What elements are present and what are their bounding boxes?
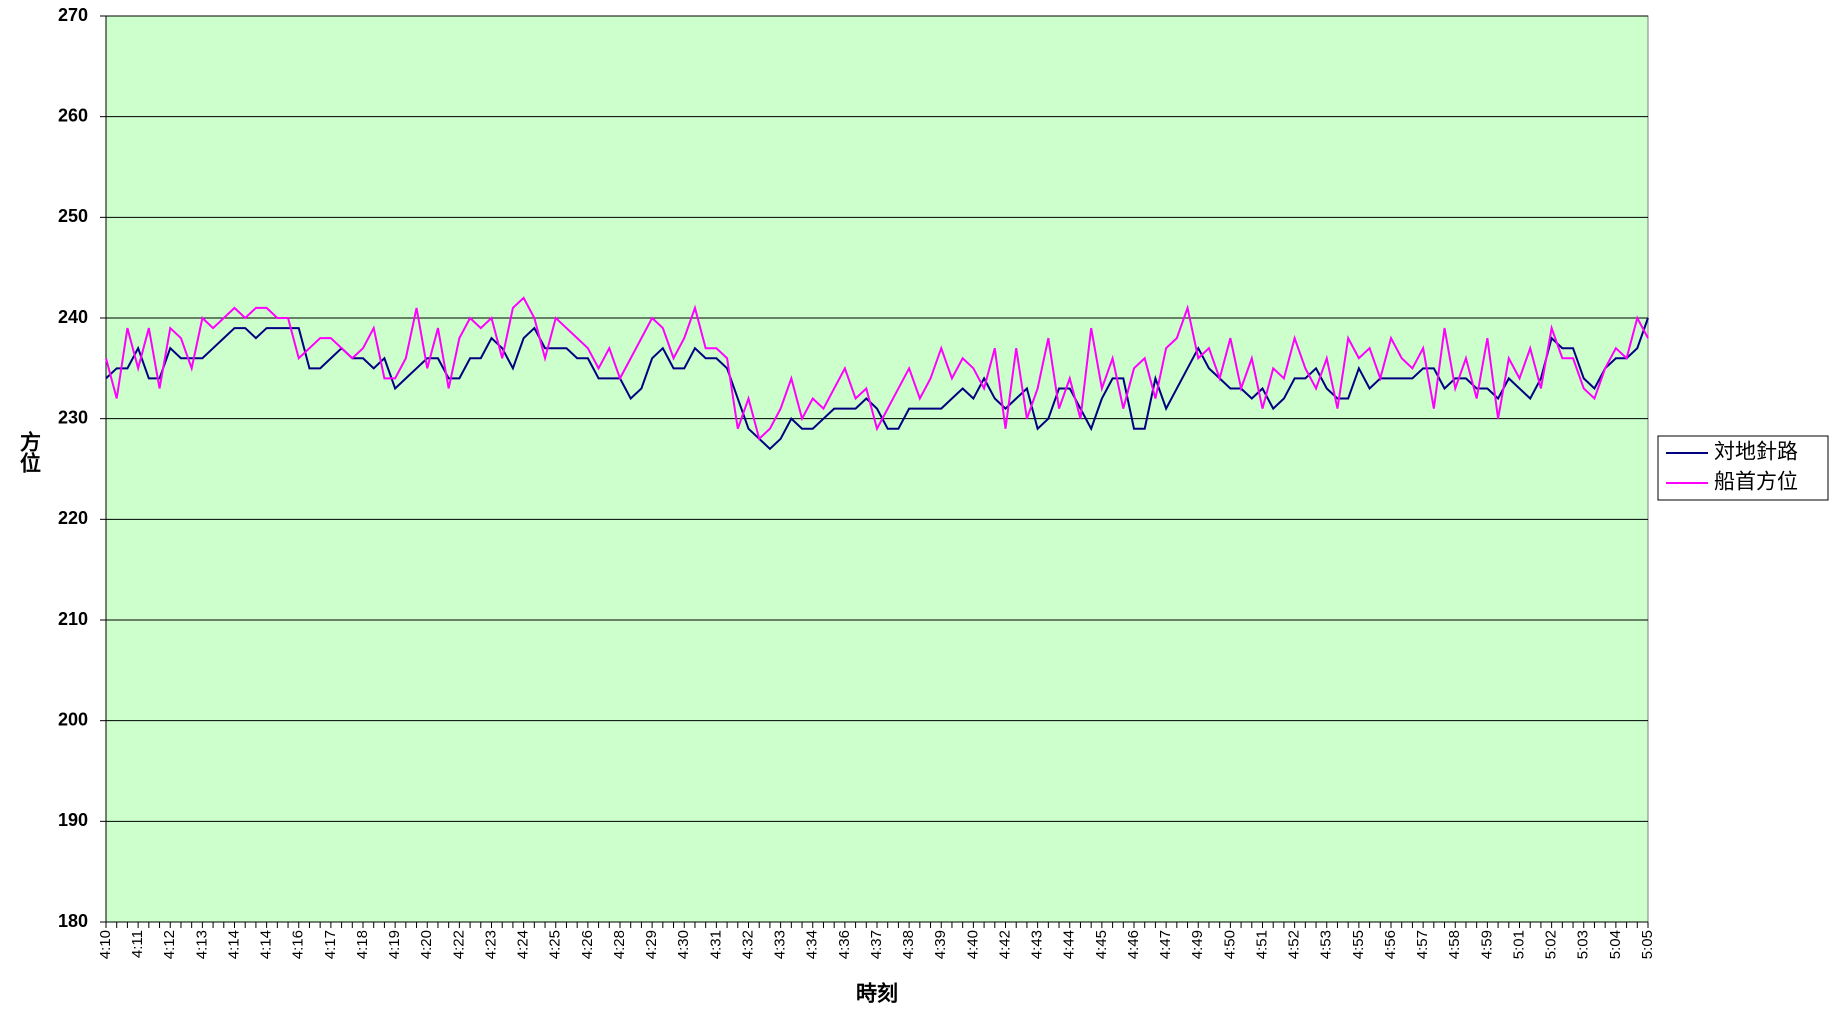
y-tick-label: 240 — [58, 307, 88, 327]
x-tick-label: 4:26 — [579, 930, 596, 959]
x-tick-label: 4:16 — [290, 930, 307, 959]
x-tick-label: 4:53 — [1318, 930, 1335, 959]
x-tick-label: 4:34 — [804, 930, 821, 959]
x-tick-label: 4:49 — [1189, 930, 1206, 959]
x-tick-label: 4:31 — [707, 930, 724, 959]
x-tick-label: 4:24 — [515, 930, 532, 959]
x-axis-label: 時刻 — [856, 982, 898, 1006]
x-tick-label: 4:10 — [97, 930, 114, 959]
x-tick-label: 4:13 — [193, 930, 210, 959]
x-tick-label: 4:42 — [996, 930, 1013, 959]
plot-area — [105, 15, 1649, 923]
x-tick-label: 5:01 — [1510, 930, 1527, 959]
x-tick-label: 4:59 — [1478, 930, 1495, 959]
x-tick-label: 5:04 — [1607, 930, 1624, 959]
x-tick-label: 4:14 — [225, 930, 242, 959]
legend-label: 船首方位 — [1714, 471, 1798, 494]
x-tick-label: 4:50 — [1221, 930, 1238, 959]
x-tick-label: 4:40 — [964, 930, 981, 959]
y-tick-label: 230 — [58, 407, 88, 427]
x-tick-label: 4:23 — [482, 930, 499, 959]
x-tick-label: 4:12 — [161, 930, 178, 959]
x-tick-label: 4:58 — [1446, 930, 1463, 959]
y-tick-label: 270 — [58, 5, 88, 25]
series-line — [105, 317, 1649, 451]
x-tick-label: 4:52 — [1286, 930, 1303, 959]
x-tick-label: 4:25 — [547, 930, 564, 959]
y-tick-label: 250 — [58, 206, 88, 226]
x-tick-label: 4:43 — [1029, 930, 1046, 959]
x-tick-label: 4:47 — [1157, 930, 1174, 959]
x-tick-label: 4:29 — [643, 930, 660, 959]
x-tick-label: 5:05 — [1639, 930, 1656, 959]
x-tick-label: 4:33 — [772, 930, 789, 959]
x-tick-label: 4:37 — [868, 930, 885, 959]
x-tick-label: 5:02 — [1543, 930, 1560, 959]
x-tick-label: 4:14 — [258, 930, 275, 959]
x-tick-label: 4:22 — [450, 930, 467, 959]
x-tick-label: 4:17 — [322, 930, 339, 959]
x-tick-label: 4:55 — [1350, 930, 1367, 959]
legend-label: 対地針路 — [1714, 441, 1798, 464]
x-tick-label: 4:30 — [675, 930, 692, 959]
x-tick-label: 4:32 — [739, 930, 756, 959]
x-tick-label: 4:36 — [836, 930, 853, 959]
x-tick-label: 4:51 — [1253, 930, 1270, 959]
y-axis-label: 方位 — [17, 430, 41, 473]
x-tick-label: 4:28 — [611, 930, 628, 959]
x-tick-label: 4:20 — [418, 930, 435, 959]
y-tick-label: 210 — [58, 609, 88, 629]
y-tick-label: 260 — [58, 105, 88, 125]
legend-box — [1657, 435, 1829, 501]
x-tick-label: 4:39 — [932, 930, 949, 959]
y-tick-label: 220 — [58, 508, 88, 528]
x-tick-label: 5:03 — [1575, 930, 1592, 959]
x-tick-label: 4:11 — [129, 930, 146, 958]
y-tick-label: 190 — [58, 810, 88, 830]
x-tick-label: 4:19 — [386, 930, 403, 959]
x-tick-label: 4:57 — [1414, 930, 1431, 959]
x-tick-label: 4:56 — [1382, 930, 1399, 959]
x-tick-label: 4:18 — [354, 930, 371, 959]
x-tick-label: 4:44 — [1061, 930, 1078, 959]
x-tick-label: 4:45 — [1093, 930, 1110, 959]
series-line — [105, 296, 1649, 441]
x-tick-label: 4:38 — [900, 930, 917, 959]
y-tick-label: 200 — [58, 709, 88, 729]
x-tick-label: 4:46 — [1125, 930, 1142, 959]
y-tick-label: 180 — [58, 911, 88, 931]
